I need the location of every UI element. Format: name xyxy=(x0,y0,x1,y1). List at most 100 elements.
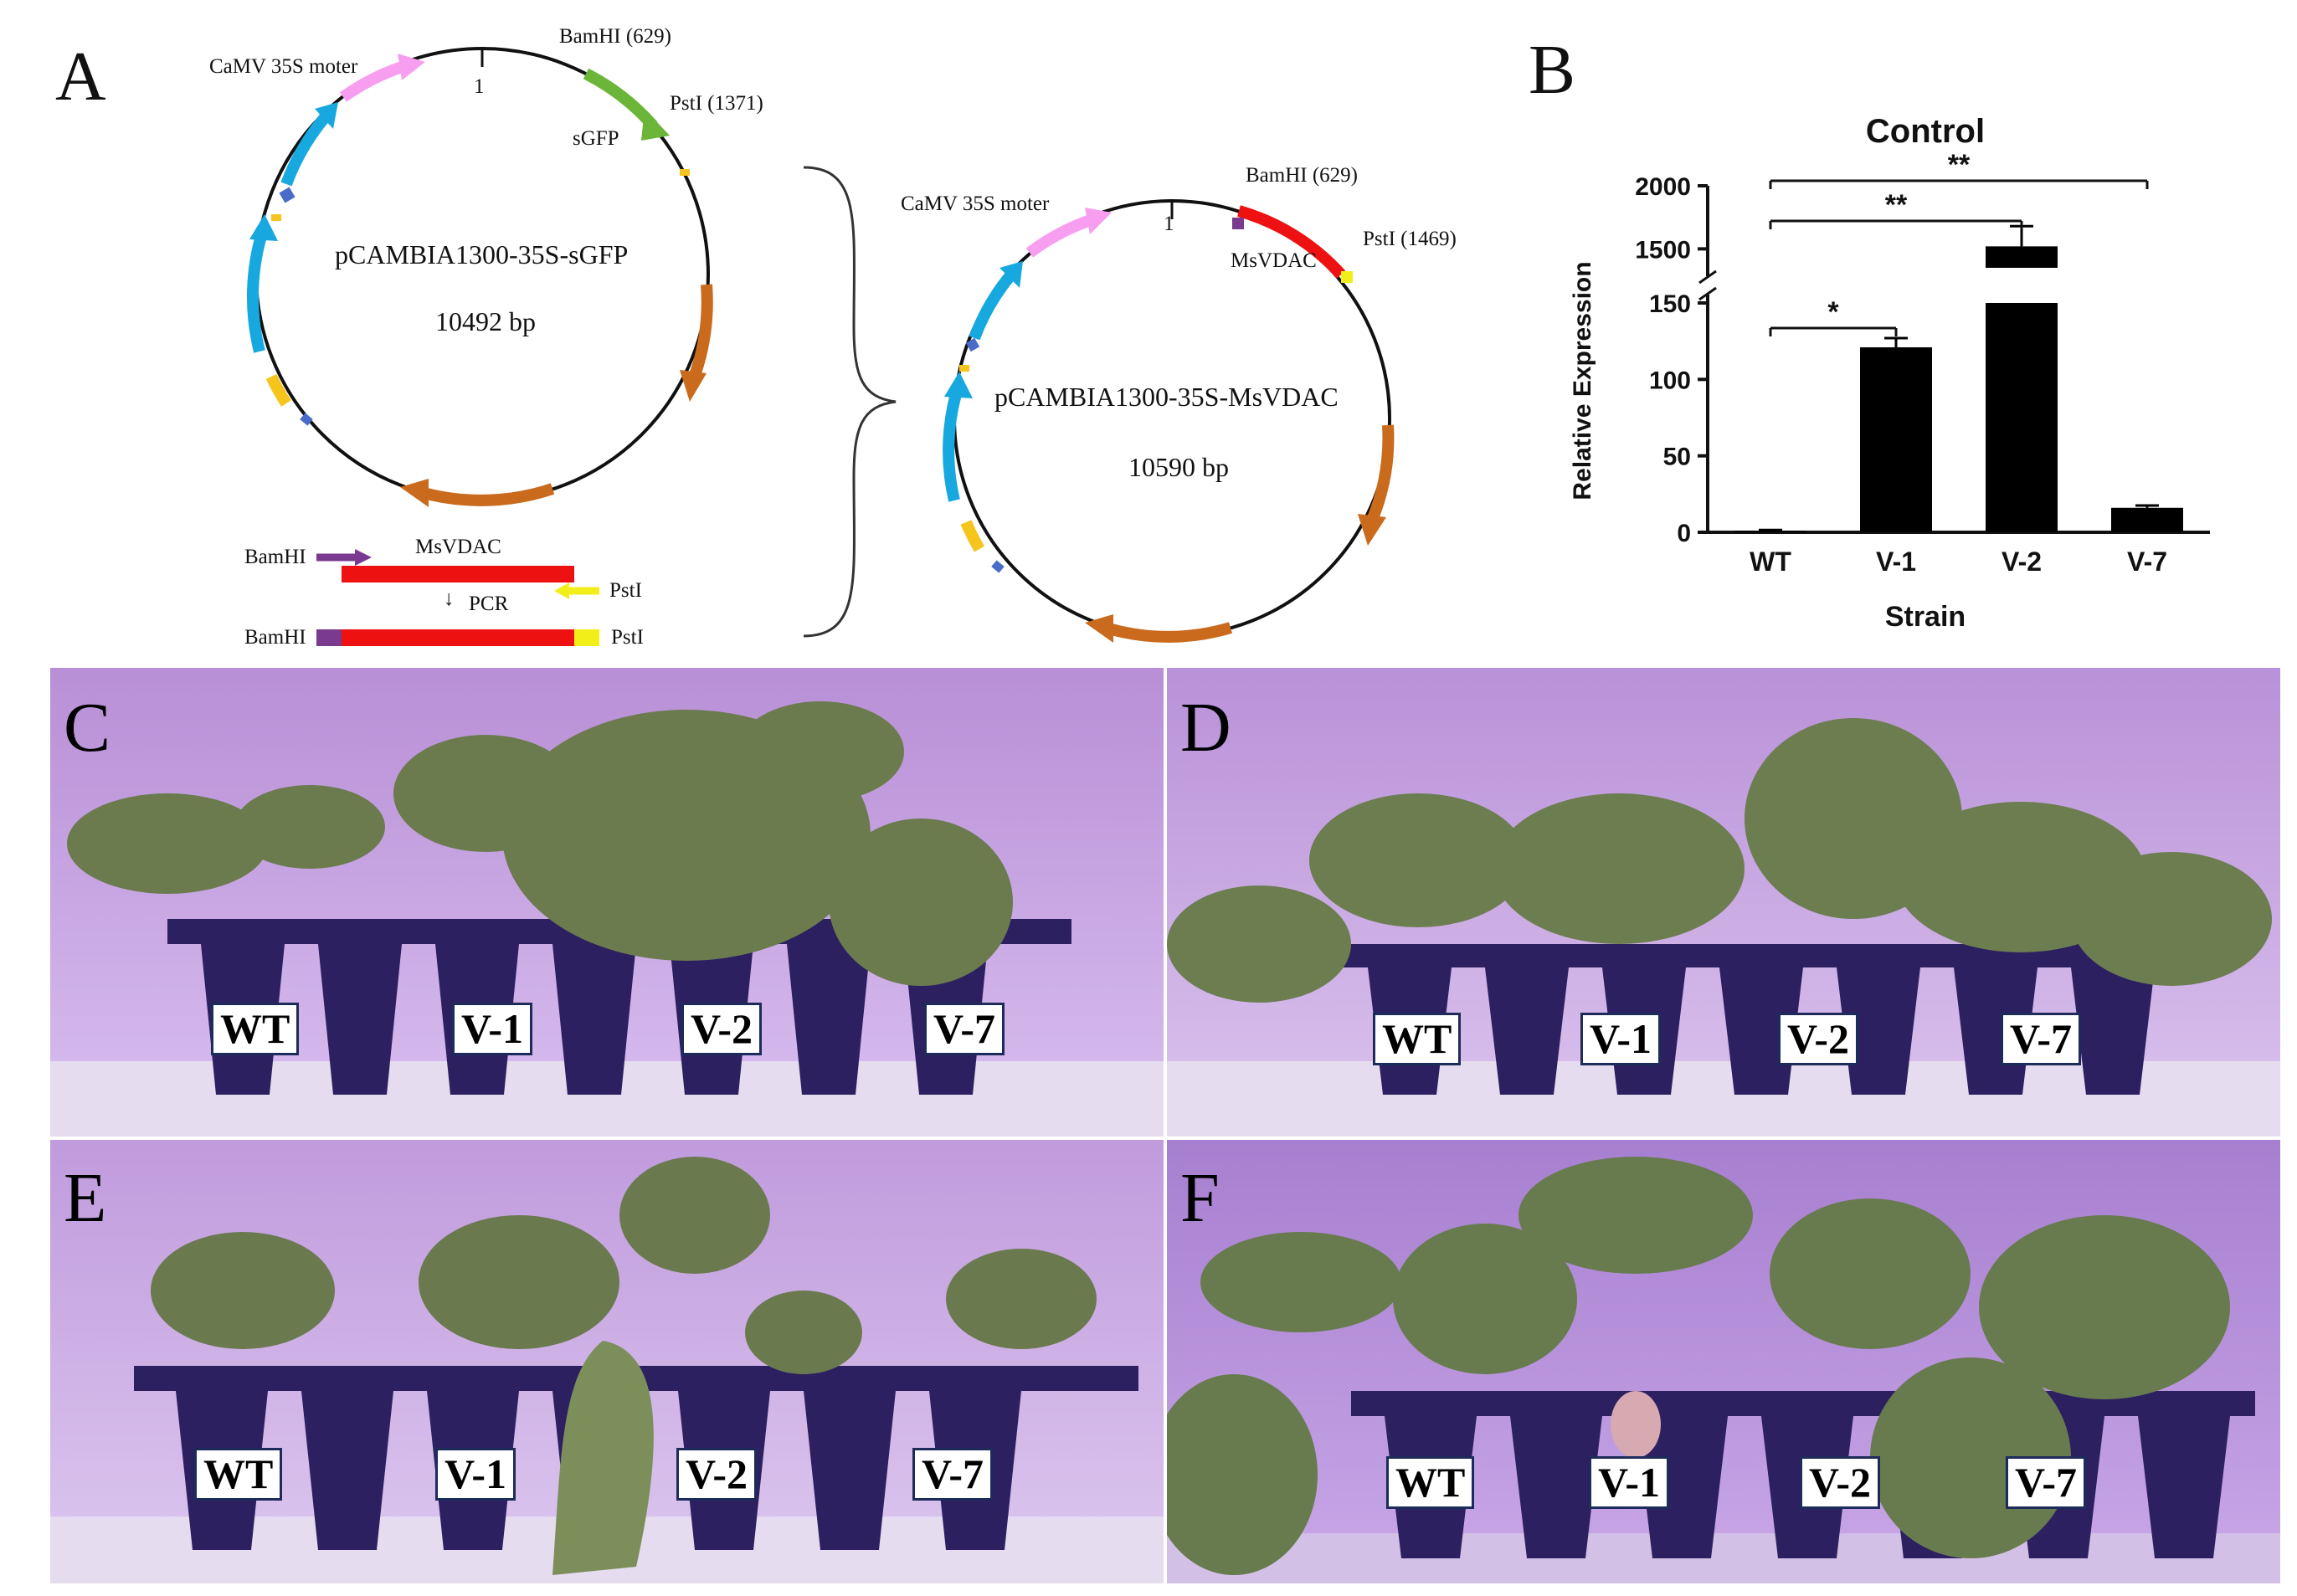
significance-label: ** xyxy=(1948,149,1971,181)
plasmid-2-orange-arrowhead-1 xyxy=(1358,514,1386,546)
pcr-left-site-label-2: BamHI xyxy=(244,626,306,649)
y-tick-label: 100 xyxy=(1649,367,1691,394)
y-tick-label: 1500 xyxy=(1635,236,1691,264)
plasmid-1-yellow-arc xyxy=(265,373,291,407)
plasmid-2-yellow-arc xyxy=(960,520,985,552)
x-tick-label: V-2 xyxy=(2002,547,2042,577)
photo-c-label-v2: V-2 xyxy=(681,1003,763,1055)
plasmid-1-blue-arc-1 xyxy=(280,111,331,187)
plasmid-2-blue-arrowhead-1 xyxy=(999,261,1023,288)
plasmid-2-promoter-label: CaMV 35S moter xyxy=(901,192,1050,215)
pcr-gene-label: MsVDAC xyxy=(415,536,501,558)
plasmid-2-origin-label: 1 xyxy=(1164,213,1174,235)
pcr-left-site-label: BamHI xyxy=(244,546,306,568)
photo-f-scene xyxy=(1167,1140,2280,1583)
y-tick-label: 2000 xyxy=(1635,173,1691,201)
plasmid-2-promoter-arrowhead xyxy=(1085,208,1112,234)
plasmid-2-site1-label: BamHI (629) xyxy=(1246,164,1358,187)
plasmid-1-site-small-1 xyxy=(279,187,295,203)
plasmid-2-site-small-2 xyxy=(959,365,969,372)
significance-label: * xyxy=(1827,296,1839,328)
plasmid-1-site-small-3 xyxy=(300,413,313,426)
panel-label-d: D xyxy=(1180,689,1231,767)
plasmid-1-site2-label: PstI (1371) xyxy=(670,92,763,115)
photo-e-label-wt: WT xyxy=(194,1448,283,1501)
x-tick-label: WT xyxy=(1750,547,1791,577)
plasmid-1-orange-arc-2 xyxy=(425,483,555,506)
pcr-gene-bar xyxy=(342,566,574,582)
y-tick-label: 150 xyxy=(1649,290,1691,318)
plasmid-1-blue-arrowhead-1 xyxy=(315,102,338,129)
photo-panel-c xyxy=(50,668,1164,1137)
x-tick-label: V-7 xyxy=(2127,547,2167,577)
plasmid-2-site1-marker xyxy=(1232,218,1244,229)
photo-f-label-v2: V-2 xyxy=(1800,1456,1881,1509)
photo-e-scene xyxy=(50,1140,1164,1583)
plasmid-1-size: 10492 bp xyxy=(435,306,536,336)
plasmid-1-site-small-2 xyxy=(271,214,281,221)
plasmid-2-promoter-arc xyxy=(1025,215,1091,258)
plasmid-2-gene-arc xyxy=(1237,205,1346,279)
plasmid-1-map xyxy=(246,47,713,507)
plasmid-2-blue-arrowhead-2 xyxy=(944,372,973,398)
plasmid-1-sgfp-arrowhead xyxy=(641,109,670,141)
plasmid-2-map xyxy=(943,199,1395,643)
photo-e-label-v2: V-2 xyxy=(676,1448,758,1501)
plasmid-2-blue-arc-1 xyxy=(969,270,1016,341)
plasmid-2-orange-arrowhead-2 xyxy=(1085,614,1113,643)
axis-break-mark-2 xyxy=(1698,286,1717,301)
photo-c-label-wt: WT xyxy=(211,1003,300,1055)
plasmid-1-orange-arc-1 xyxy=(687,284,713,382)
photo-panel-e xyxy=(50,1140,1164,1583)
plasmid-1-orange-arrowhead-1 xyxy=(680,370,707,402)
plasmid-2-site2-label: PstI (1469) xyxy=(1363,228,1457,250)
plasmid-2-orange-arc-1 xyxy=(1365,424,1395,525)
photo-f-label-v7: V-7 xyxy=(2006,1456,2087,1509)
pcr-right-site-label: PstI xyxy=(609,579,642,602)
panel-label-b: B xyxy=(1529,31,1576,109)
chart-xlabel: Strain xyxy=(1885,601,1966,633)
plasmid-1-promoter-arrowhead xyxy=(398,54,425,80)
plasmid-2-site-small-3 xyxy=(991,560,1005,573)
plasmid-1-gene-label: sGFP xyxy=(573,127,619,150)
axis-break-mark-1 xyxy=(1698,269,1717,285)
cloning-brace xyxy=(803,166,897,638)
pcr-step-label: PCR xyxy=(469,593,509,615)
photo-f-label-wt: WT xyxy=(1386,1456,1475,1509)
panel-label-c: C xyxy=(64,689,111,767)
plasmid-2-site-small-1 xyxy=(965,337,980,352)
pcr-scheme xyxy=(316,549,599,646)
plasmid-1-orange-arrowhead-2 xyxy=(400,479,429,507)
plasmid-2-size: 10590 bp xyxy=(1128,452,1229,482)
bar-V-2-lower xyxy=(1986,303,2058,532)
x-tick-label: V-1 xyxy=(1876,547,1916,577)
photo-panel-d xyxy=(1167,668,2280,1137)
plasmid-1-sgfp-arc xyxy=(583,68,658,130)
pcr-product-left-site xyxy=(316,629,342,646)
plasmid-2-gene-label: MsVDAC xyxy=(1231,249,1317,272)
photo-c-label-v7: V-7 xyxy=(924,1003,1005,1055)
chart-title: Control xyxy=(1866,113,1985,150)
plasmid-1-promoter-label: CaMV 35S moter xyxy=(209,55,358,78)
photo-d-scene xyxy=(1167,668,2280,1137)
pcr-step-arrow: ↓ xyxy=(444,588,455,610)
bar-V-7 xyxy=(2111,507,2183,532)
plasmid-1-origin-label: 1 xyxy=(474,75,485,98)
photo-d-label-v1: V-1 xyxy=(1580,1013,1662,1065)
bar-V-1 xyxy=(1860,346,1932,532)
pcr-forward-primer-head xyxy=(355,549,372,566)
panel-label-f: F xyxy=(1180,1159,1220,1237)
photo-e-label-v7: V-7 xyxy=(912,1448,994,1501)
panel-label-e: E xyxy=(64,1159,107,1237)
pcr-reverse-primer-head xyxy=(554,582,569,599)
y-tick-label: 0 xyxy=(1677,520,1691,547)
photo-c-label-v1: V-1 xyxy=(452,1003,533,1055)
plasmid-1-promoter-arc xyxy=(339,61,404,102)
pcr-right-site-label-2: PstI xyxy=(611,626,644,649)
plasmid-1-site1-label: BamHI (629) xyxy=(559,25,671,48)
plasmid-2-orange-arc-2 xyxy=(1110,622,1233,643)
bar-V-2-upper xyxy=(1986,246,2058,268)
chart-ylabel: Relative Expression xyxy=(1569,261,1596,500)
expression-chart: Control Relative Expression Strain 0 50 10… xyxy=(1569,113,2210,633)
photo-d-label-wt: WT xyxy=(1373,1013,1462,1065)
